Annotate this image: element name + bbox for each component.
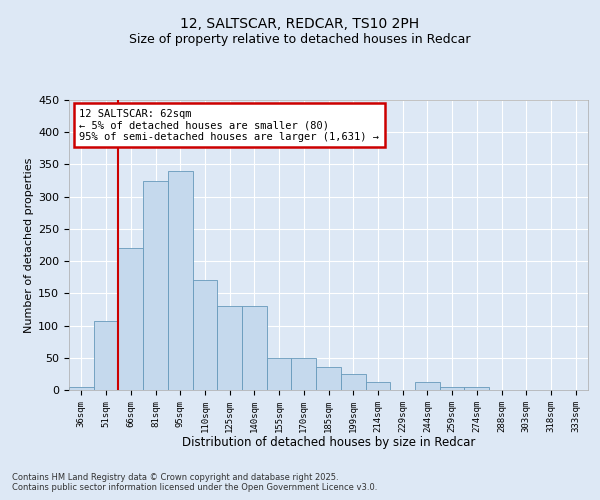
Text: Contains HM Land Registry data © Crown copyright and database right 2025.
Contai: Contains HM Land Registry data © Crown c… <box>12 473 377 492</box>
Bar <box>217 306 242 390</box>
Text: 12, SALTSCAR, REDCAR, TS10 2PH: 12, SALTSCAR, REDCAR, TS10 2PH <box>181 18 419 32</box>
Bar <box>292 358 316 390</box>
Bar <box>118 248 143 390</box>
Bar <box>143 180 168 390</box>
Bar <box>316 368 341 390</box>
Bar <box>242 306 267 390</box>
Bar <box>464 387 489 390</box>
Bar <box>168 171 193 390</box>
Bar <box>365 382 390 390</box>
Bar <box>415 382 440 390</box>
Bar <box>94 321 118 390</box>
Text: 12 SALTSCAR: 62sqm
← 5% of detached houses are smaller (80)
95% of semi-detached: 12 SALTSCAR: 62sqm ← 5% of detached hous… <box>79 108 379 142</box>
Y-axis label: Number of detached properties: Number of detached properties <box>24 158 34 332</box>
X-axis label: Distribution of detached houses by size in Redcar: Distribution of detached houses by size … <box>182 436 475 449</box>
Text: Size of property relative to detached houses in Redcar: Size of property relative to detached ho… <box>129 32 471 46</box>
Bar <box>341 374 365 390</box>
Bar <box>69 387 94 390</box>
Bar <box>440 387 464 390</box>
Bar <box>193 280 217 390</box>
Bar <box>267 358 292 390</box>
